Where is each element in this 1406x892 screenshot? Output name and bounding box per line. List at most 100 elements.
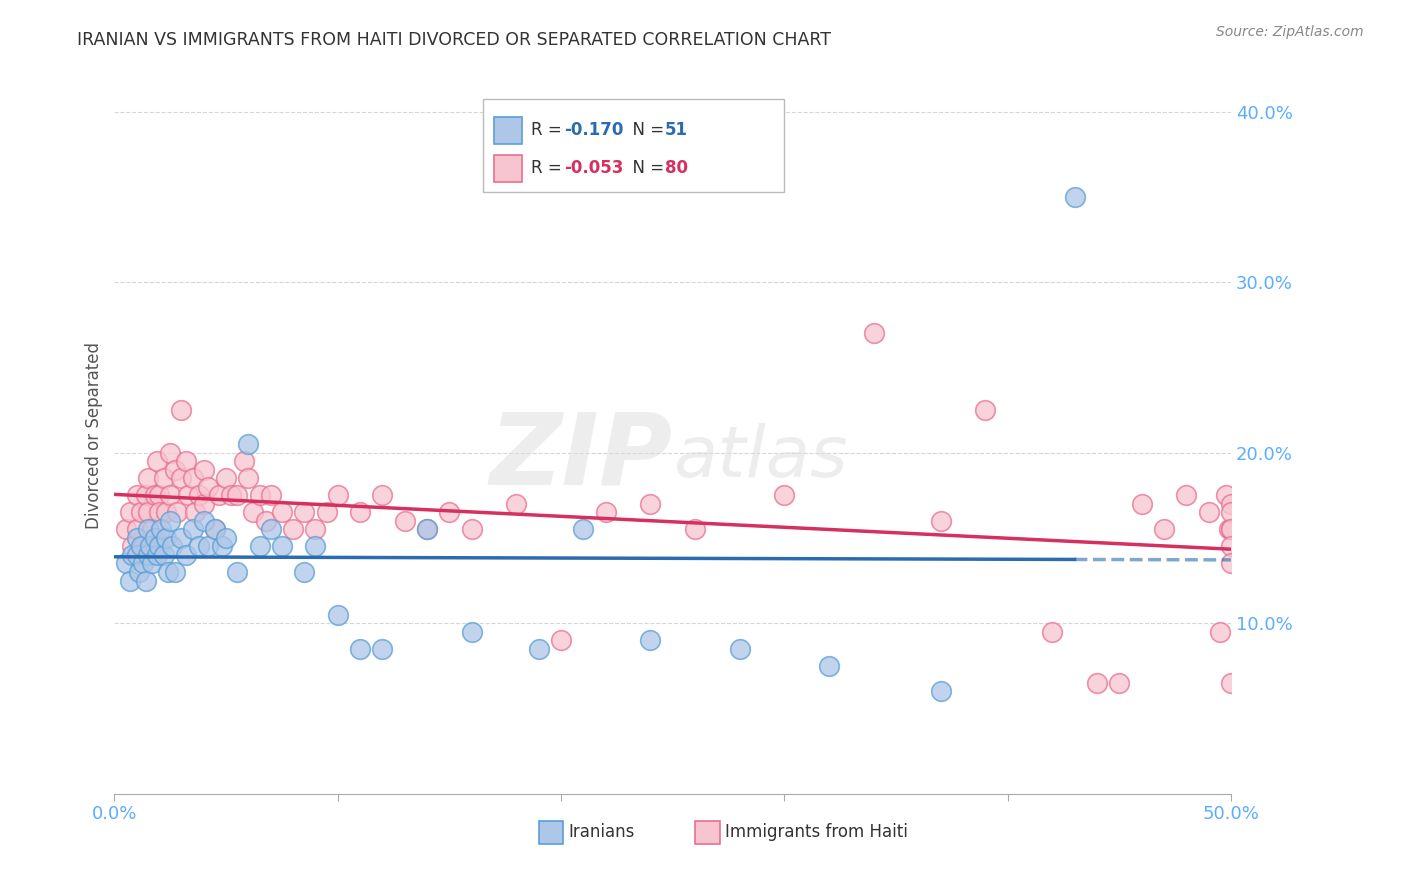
Point [129, 505, 152, 519]
Point [135, 574, 157, 588]
Text: 80: 80 [665, 160, 688, 178]
Point [1198, 505, 1220, 519]
Point [595, 505, 617, 519]
Point [211, 540, 233, 554]
Text: R =: R = [531, 160, 567, 178]
Point [416, 522, 439, 536]
Point [181, 522, 204, 536]
Point [371, 641, 394, 656]
Point [326, 607, 349, 622]
Point [125, 522, 148, 536]
Point [163, 463, 186, 477]
Point [125, 531, 148, 545]
Point [439, 505, 461, 519]
Point [193, 463, 215, 477]
Text: ZIP: ZIP [489, 409, 672, 506]
Point [170, 531, 193, 545]
Point [215, 531, 238, 545]
Point [136, 522, 159, 536]
Point [136, 505, 159, 519]
Point [1218, 522, 1240, 536]
Point [249, 488, 271, 502]
Text: N =: N = [623, 160, 669, 178]
Point [152, 471, 174, 485]
Point [141, 522, 163, 536]
Text: Source: ZipAtlas.com: Source: ZipAtlas.com [1216, 25, 1364, 39]
Point [527, 641, 550, 656]
Point [204, 522, 226, 536]
Point [416, 522, 439, 536]
Point [156, 565, 179, 579]
Point [159, 488, 181, 502]
Point [304, 540, 326, 554]
Point [128, 565, 150, 579]
Point [125, 488, 148, 502]
Point [349, 505, 371, 519]
Point [260, 522, 283, 536]
Point [121, 540, 143, 554]
Point [1219, 505, 1241, 519]
Point [163, 565, 186, 579]
Point [197, 540, 219, 554]
Point [162, 540, 184, 554]
Point [640, 497, 662, 511]
Point [394, 514, 416, 528]
Point [1063, 190, 1085, 204]
Text: -0.170: -0.170 [564, 121, 624, 139]
Point [460, 624, 482, 639]
Point [683, 522, 706, 536]
Point [181, 471, 204, 485]
Point [304, 522, 326, 536]
Point [974, 403, 997, 417]
Point [159, 445, 181, 459]
Point [505, 497, 527, 511]
Point [640, 633, 662, 648]
Point [188, 540, 211, 554]
Point [135, 488, 157, 502]
Point [132, 540, 155, 554]
Point [1219, 676, 1241, 690]
Point [929, 684, 952, 698]
Point [292, 565, 315, 579]
Point [260, 488, 283, 502]
Point [136, 471, 159, 485]
Point [143, 488, 166, 502]
Point [1219, 497, 1241, 511]
Point [174, 548, 197, 562]
Text: Iranians: Iranians [569, 823, 636, 841]
Text: N =: N = [623, 121, 669, 139]
Point [129, 540, 152, 554]
Point [550, 633, 572, 648]
Point [818, 658, 841, 673]
Point [139, 540, 162, 554]
Point [238, 437, 260, 451]
Point [170, 471, 193, 485]
Point [242, 505, 264, 519]
Point [281, 522, 304, 536]
Point [174, 454, 197, 468]
Point [1219, 540, 1241, 554]
Point [1215, 488, 1237, 502]
Point [1175, 488, 1198, 502]
Point [159, 514, 181, 528]
Point [1130, 497, 1153, 511]
Point [1085, 676, 1108, 690]
Point [1219, 557, 1241, 571]
Point [773, 488, 796, 502]
Point [177, 488, 200, 502]
Text: atlas: atlas [672, 423, 848, 491]
Point [143, 531, 166, 545]
Point [148, 540, 170, 554]
Point [150, 522, 173, 536]
Text: -0.053: -0.053 [564, 160, 624, 178]
FancyBboxPatch shape [482, 99, 785, 192]
Y-axis label: Divorced or Separated: Divorced or Separated [86, 342, 103, 529]
Point [152, 548, 174, 562]
Point [238, 471, 260, 485]
Point [136, 548, 159, 562]
Point [292, 505, 315, 519]
Point [249, 540, 271, 554]
Point [132, 557, 155, 571]
Bar [494, 155, 522, 182]
Point [1108, 676, 1130, 690]
